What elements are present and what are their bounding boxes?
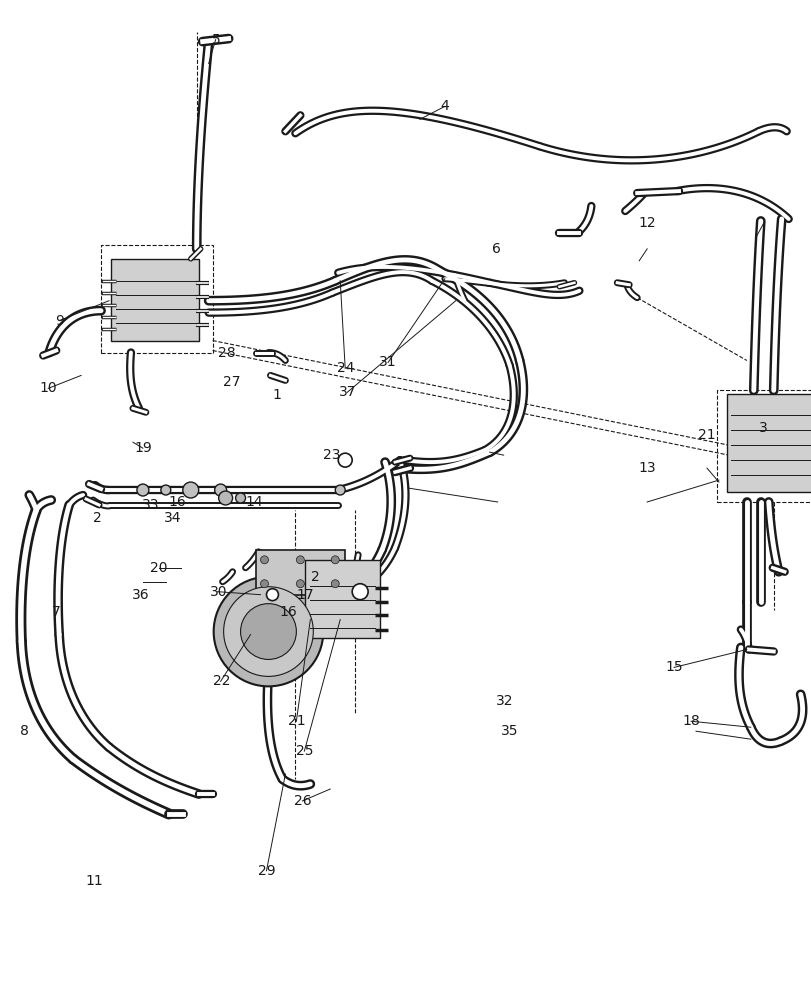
Text: 16: 16 <box>280 605 297 619</box>
Circle shape <box>338 453 352 467</box>
Circle shape <box>260 556 268 564</box>
Text: 8: 8 <box>19 724 28 738</box>
Circle shape <box>218 491 232 505</box>
Text: 22: 22 <box>212 674 230 688</box>
Text: 29: 29 <box>258 864 275 878</box>
Text: 1: 1 <box>272 388 281 402</box>
Text: 27: 27 <box>223 375 241 389</box>
Circle shape <box>331 556 339 564</box>
Text: 15: 15 <box>665 660 683 674</box>
Text: 21: 21 <box>697 428 715 442</box>
Text: 24: 24 <box>336 361 354 375</box>
Text: 33: 33 <box>142 498 160 512</box>
Text: 19: 19 <box>134 441 152 455</box>
Bar <box>101 245 212 353</box>
Bar <box>305 560 380 638</box>
Circle shape <box>352 584 367 600</box>
Bar <box>726 394 811 492</box>
Circle shape <box>161 485 170 495</box>
Text: 32: 32 <box>496 694 513 708</box>
Text: 21: 21 <box>288 714 305 728</box>
Text: 34: 34 <box>164 511 182 525</box>
Text: 16: 16 <box>169 495 187 509</box>
Circle shape <box>213 577 323 686</box>
Circle shape <box>137 484 148 496</box>
Text: 20: 20 <box>150 561 168 575</box>
Text: 3: 3 <box>758 421 767 435</box>
Text: 12: 12 <box>637 216 655 230</box>
Text: 37: 37 <box>338 385 356 399</box>
Text: 18: 18 <box>681 714 699 728</box>
Text: 6: 6 <box>491 242 500 256</box>
Circle shape <box>182 482 199 498</box>
Circle shape <box>296 580 304 588</box>
Text: 2: 2 <box>92 511 101 525</box>
Text: 5: 5 <box>211 33 220 47</box>
Circle shape <box>260 580 268 588</box>
Text: 35: 35 <box>500 724 517 738</box>
Text: 11: 11 <box>85 874 103 888</box>
Bar <box>255 550 345 595</box>
Text: 31: 31 <box>379 355 397 369</box>
Circle shape <box>235 493 245 503</box>
Text: 28: 28 <box>217 346 235 360</box>
Bar <box>111 259 199 341</box>
Text: 14: 14 <box>245 495 262 509</box>
Circle shape <box>296 556 304 564</box>
Text: 26: 26 <box>294 794 311 808</box>
Text: 25: 25 <box>296 744 313 758</box>
Circle shape <box>240 604 296 659</box>
Text: 36: 36 <box>131 588 149 602</box>
Circle shape <box>266 589 278 601</box>
Text: 2: 2 <box>311 570 320 584</box>
Circle shape <box>335 485 345 495</box>
Text: 7: 7 <box>52 605 61 619</box>
Text: 9: 9 <box>55 314 64 328</box>
Text: 4: 4 <box>440 99 448 113</box>
Circle shape <box>214 484 226 496</box>
Circle shape <box>223 587 313 676</box>
Circle shape <box>331 580 339 588</box>
Bar <box>716 390 811 502</box>
Text: 30: 30 <box>209 585 227 599</box>
Text: 10: 10 <box>40 381 57 395</box>
Text: 17: 17 <box>296 588 313 602</box>
Text: 13: 13 <box>637 461 655 475</box>
Text: 23: 23 <box>323 448 340 462</box>
